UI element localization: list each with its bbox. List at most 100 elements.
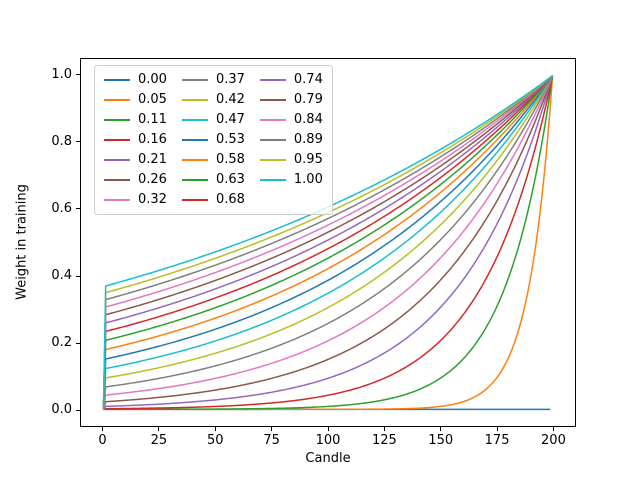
x-tick-label: 200 (541, 433, 566, 448)
legend-label: 0.32 (138, 192, 167, 207)
legend-item: 1.00 (259, 170, 323, 190)
y-tick-label: 0.8 (51, 133, 72, 149)
legend-column: 0.00 0.05 0.11 0.16 0.21 0.26 0.32 (104, 70, 167, 210)
legend-label: 0.21 (138, 152, 167, 167)
legend-item: 0.63 (181, 170, 245, 190)
x-tick-mark (158, 427, 160, 431)
legend-line-swatch (259, 79, 286, 81)
plot-canvas (102, 75, 554, 411)
legend-label: 0.00 (138, 72, 167, 87)
legend-label: 0.74 (293, 72, 323, 87)
legend-line-swatch (181, 79, 208, 81)
legend-line-swatch (104, 159, 130, 161)
legend-label: 1.00 (293, 172, 323, 187)
x-tick-label: 0 (98, 433, 107, 448)
series-line-0.84 (102, 75, 554, 410)
legend-label: 0.26 (138, 172, 167, 187)
legend-item: 0.37 (181, 70, 245, 90)
legend-item: 0.84 (259, 110, 323, 130)
legend-item: 0.79 (259, 90, 323, 110)
legend-line-swatch (104, 119, 130, 121)
legend-label: 0.11 (138, 112, 167, 127)
legend-item: 0.58 (181, 150, 245, 170)
legend-label: 0.58 (215, 152, 245, 167)
legend-line-swatch (104, 79, 130, 81)
series-line-0.37 (102, 75, 554, 410)
legend-line-swatch (181, 179, 208, 181)
legend-line-swatch (181, 99, 208, 101)
plot-area: 0.00 0.05 0.11 0.16 0.21 0.26 0.32 0.37 0.42 0.47… (80, 58, 576, 427)
x-tick-label: 125 (371, 433, 397, 448)
legend-label: 0.63 (215, 172, 245, 187)
legend-line-swatch (104, 199, 130, 201)
x-tick-mark (327, 427, 329, 431)
series-line-0.89 (102, 75, 554, 410)
series-line-0.32 (102, 75, 554, 410)
x-tick-mark (271, 427, 273, 431)
series-line-0.47 (102, 75, 554, 410)
legend: 0.00 0.05 0.11 0.16 0.21 0.26 0.32 0.37 0.42 0.47… (94, 65, 333, 215)
x-tick-label: 150 (428, 433, 454, 448)
legend-item: 0.32 (104, 190, 167, 210)
legend-label: 0.84 (293, 112, 323, 127)
series-line-0.16 (103, 75, 554, 411)
legend-label: 0.89 (293, 132, 323, 147)
legend-label: 0.53 (215, 132, 245, 147)
series-line-0.53 (102, 75, 554, 410)
legend-label: 0.95 (293, 152, 323, 167)
legend-label: 0.42 (215, 92, 245, 107)
legend-label: 0.37 (215, 72, 245, 87)
legend-label: 0.79 (293, 92, 323, 107)
legend-line-swatch (181, 159, 208, 161)
legend-line-swatch (259, 159, 286, 161)
legend-line-swatch (181, 199, 208, 201)
legend-column: 0.37 0.42 0.47 0.53 0.58 0.63 0.68 (181, 70, 245, 210)
series-line-0.42 (102, 75, 554, 410)
y-tick-label: 0.2 (51, 335, 72, 351)
series-line-0.58 (102, 75, 554, 410)
x-tick-label: 25 (150, 433, 168, 448)
legend-column: 0.74 0.79 0.84 0.89 0.95 1.00 (259, 70, 323, 210)
y-tick-label: 0.6 (51, 200, 72, 216)
legend-item: 0.16 (104, 130, 167, 150)
legend-item: 0.47 (181, 110, 245, 130)
y-axis-label: Weight in training (14, 184, 30, 300)
series-line-0.63 (102, 75, 554, 410)
legend-item: 0.95 (259, 150, 323, 170)
legend-item: 0.74 (259, 70, 323, 90)
legend-label: 0.47 (215, 112, 245, 127)
legend-item: 0.11 (104, 110, 167, 130)
x-tick-label: 175 (484, 433, 510, 448)
legend-item: 0.26 (104, 170, 167, 190)
series-line-0.74 (102, 75, 554, 410)
legend-label: 0.16 (138, 132, 167, 147)
x-tick-label: 50 (206, 433, 224, 448)
legend-label: 0.05 (138, 92, 167, 107)
legend-line-swatch (259, 119, 286, 121)
x-tick-label: 100 (315, 433, 341, 448)
series-line-0.26 (102, 75, 554, 410)
y-tick-label: 0.4 (51, 268, 72, 284)
legend-line-swatch (181, 139, 208, 141)
x-tick-mark (552, 427, 554, 431)
legend-line-swatch (259, 139, 286, 141)
x-tick-label: 75 (263, 433, 280, 448)
y-tick-label: 0.0 (51, 402, 72, 418)
series-line-0.21 (102, 75, 554, 410)
x-tick-mark (383, 427, 385, 431)
legend-line-swatch (104, 139, 130, 141)
legend-line-swatch (259, 99, 286, 101)
legend-line-swatch (104, 179, 130, 181)
series-line-0.79 (102, 75, 554, 410)
x-tick-mark (440, 427, 442, 431)
legend-item: 0.00 (104, 70, 167, 90)
legend-item: 0.68 (181, 190, 245, 210)
legend-item: 0.05 (104, 90, 167, 110)
x-axis-label: Candle (305, 451, 351, 466)
y-tick-label: 1.0 (51, 66, 72, 82)
x-tick-mark (496, 427, 498, 431)
legend-item: 0.53 (181, 130, 245, 150)
x-tick-mark (102, 427, 104, 431)
x-tick-mark (214, 427, 216, 431)
